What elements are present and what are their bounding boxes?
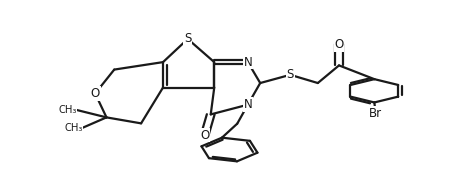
Text: Br: Br xyxy=(368,107,381,120)
Text: S: S xyxy=(184,32,191,45)
Text: N: N xyxy=(243,98,252,111)
Text: CH₃: CH₃ xyxy=(64,123,82,133)
Text: O: O xyxy=(91,87,100,100)
Text: S: S xyxy=(286,68,293,81)
Text: N: N xyxy=(243,56,252,69)
Text: O: O xyxy=(334,38,343,51)
Text: O: O xyxy=(200,128,209,141)
Text: CH₃: CH₃ xyxy=(58,105,76,115)
